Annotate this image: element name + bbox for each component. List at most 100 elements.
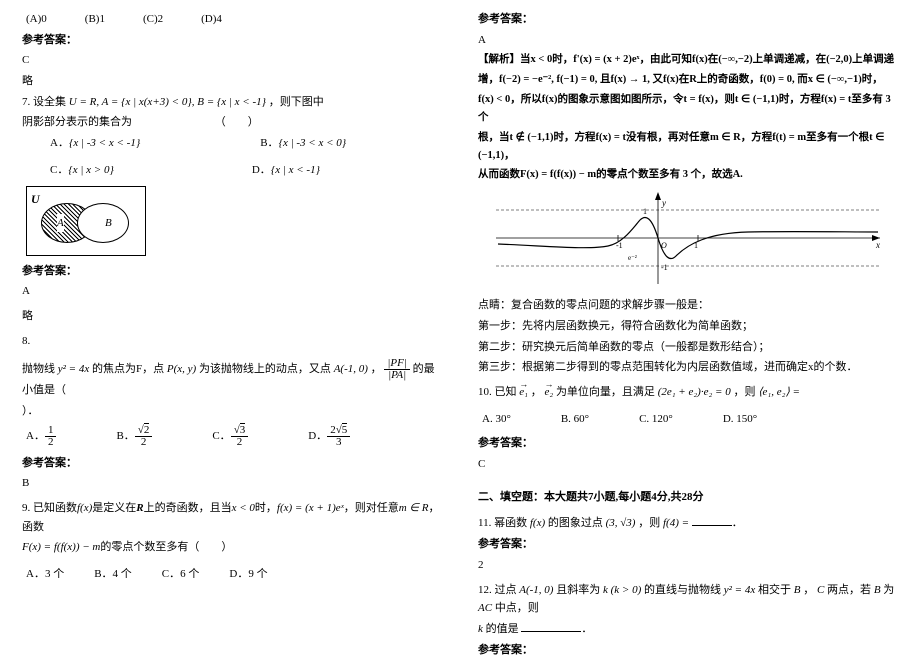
q7A-m: {x | -3 < x < -1} xyxy=(69,137,140,149)
q8Bn: √2 xyxy=(135,425,153,437)
q8-a: 抛物线 xyxy=(22,363,55,375)
svg-text:1: 1 xyxy=(643,207,647,216)
svg-text:x: x xyxy=(875,240,880,250)
q8A: A．12 xyxy=(26,425,56,448)
exp-l1: 【解析】当x < 0时，f'(x) = (x + 2)eˣ，由此可知f(x)在(… xyxy=(478,51,898,69)
q8Bd: 2 xyxy=(135,437,153,448)
venn-u: U xyxy=(31,189,40,209)
q10d: e₂ xyxy=(544,386,553,398)
ref-label-9: 参考答案： xyxy=(478,10,898,29)
q12-blank xyxy=(521,620,581,632)
exp-l2: 增，f(−2) = −e⁻², f(−1) = 0, 且f(x) → 1, 又f… xyxy=(478,71,898,89)
brief6: 略 xyxy=(22,72,442,91)
q8-b: y² = 4x xyxy=(58,363,90,375)
q12j: C xyxy=(817,584,824,596)
q12p: k xyxy=(478,623,483,635)
q12i: ， xyxy=(803,584,814,596)
q8Cnv: 3 xyxy=(240,423,246,436)
q11f: f(4) = xyxy=(663,517,689,529)
q10f: (2e₁ + e₂)·e₂ = 0 xyxy=(658,386,731,398)
q8-line: 抛物线 y² = 4x 的焦点为F，点 P(x, y) 为该抛物线上的动点，又点… xyxy=(22,358,442,400)
q10D: D. 150° xyxy=(723,410,757,429)
q10g: ，则 xyxy=(733,386,755,398)
q7-pre: 7. 设全集 xyxy=(22,96,66,108)
q9i: ，则对任意 xyxy=(344,502,399,514)
q10-line: 10. 已知 e₁ ， e₂ 为单位向量，且满足 (2e₁ + e₂)·e₂ =… xyxy=(478,383,898,402)
q11a: 11. 幂函数 xyxy=(478,517,527,529)
svg-text:-1: -1 xyxy=(616,241,623,250)
q7C-m: {x | x > 0} xyxy=(68,164,114,176)
labB: B． xyxy=(260,137,278,149)
q12-line1: 12. 过点 A(-1, 0) 且斜率为 k (k > 0) 的直线与抛物线 y… xyxy=(478,581,898,618)
q9-line1: 9. 已知函数f(x)是定义在R上的奇函数，且当x < 0时，f(x) = (x… xyxy=(22,499,442,536)
q8C: C．√32 xyxy=(212,425,248,448)
q7-math: U = R, A = {x | x(x+3) < 0}, B = {x | x … xyxy=(69,96,266,108)
exp-l4: 根，当t ∉ (−1,1)时，方程f(x) = t没有根，再对任意m ∈ R，方… xyxy=(478,129,898,165)
q9e: 上的奇函数，且当 xyxy=(144,502,232,514)
q11b: f(x) xyxy=(530,517,545,529)
exp-l5: 从而函数F(x) = f(f(x)) − m的零点个数至多有 3 个，故选A. xyxy=(478,166,898,184)
ans9: A xyxy=(478,31,898,50)
q8B: B．√22 xyxy=(116,425,152,448)
q9-line2: F(x) = f(f(x)) − m的零点个数至多有（ ） xyxy=(22,538,442,557)
tip2: 第一步：先将内层函数换元，得符合函数化为简单函数； xyxy=(478,317,898,336)
q7-row2: C．{x | x > 0} D．{x | x < -1} xyxy=(22,161,442,180)
q10C: C. 120° xyxy=(639,410,673,429)
q8-k: ）． xyxy=(22,402,442,421)
q12b: A(-1, 0) xyxy=(519,584,553,596)
tip3: 第二步：研究换元后简单函数的零点（一般都是数形结合）； xyxy=(478,338,898,357)
q10A: A. 30° xyxy=(482,410,511,429)
q9d: R xyxy=(136,502,143,514)
q10B: B. 60° xyxy=(561,410,589,429)
q12e: 的直线与抛物线 xyxy=(644,584,721,596)
q12a: 12. 过点 xyxy=(478,584,517,596)
svg-text:y: y xyxy=(661,198,666,208)
q8-f: A(-1, 0) xyxy=(334,363,368,375)
ref-label-10: 参考答案： xyxy=(478,434,898,453)
q12c: 且斜率为 xyxy=(556,584,600,596)
left-column: (A)0 (B)1 (C)2 (D)4 参考答案： C 略 7. 设全集 U =… xyxy=(14,8,460,643)
q8Bnv: 2 xyxy=(144,423,150,436)
q9l: F(x) = f(f(x)) − m xyxy=(22,541,100,553)
q12q: 的值是 xyxy=(486,623,519,635)
ans7: A xyxy=(22,282,442,301)
venn-b-label: B xyxy=(105,214,112,233)
brief7: 略 xyxy=(22,307,442,326)
ref-label-12: 参考答案： xyxy=(478,641,898,659)
q9-choices: A．3 个 B．4 个 C．6 个 D．9 个 xyxy=(22,565,442,584)
ref-label-11: 参考答案： xyxy=(478,535,898,554)
q11d: (3, √3) xyxy=(606,517,636,529)
ref-label-7: 参考答案： xyxy=(22,262,442,281)
q7-post: ，则下图中 xyxy=(269,96,324,108)
q10e: 为单位向量，且满足 xyxy=(556,386,655,398)
venn-diagram: U A B xyxy=(26,186,146,256)
section2-header: 二、填空题：本大题共7小题,每小题4分,共28分 xyxy=(478,488,898,507)
q9c: 是定义在 xyxy=(92,502,136,514)
q8Dm: 2 xyxy=(330,424,336,436)
q12n: AC xyxy=(478,602,492,614)
q8Dnv: 5 xyxy=(342,423,348,436)
q7B-m: {x | -3 < x < 0} xyxy=(279,137,347,149)
choice-b: (B)1 xyxy=(85,10,105,29)
q6-choices: (A)0 (B)1 (C)2 (D)4 xyxy=(22,10,442,29)
labC: C． xyxy=(50,164,68,176)
q12l: B xyxy=(874,584,881,596)
q10c: ， xyxy=(531,386,542,398)
q8-den1: |PA| xyxy=(384,370,410,381)
svg-text:e⁻²: e⁻² xyxy=(628,254,637,262)
q7-D: D．{x | x < -1} xyxy=(252,161,320,180)
labA: A． xyxy=(50,137,69,149)
q8Dd: 3 xyxy=(327,437,350,448)
q7-line1: 7. 设全集 U = R, A = {x | x(x+3) < 0}, B = … xyxy=(22,93,442,112)
q8Dn: 2√5 xyxy=(327,425,350,437)
q12h: B xyxy=(794,584,801,596)
svg-text:1: 1 xyxy=(694,241,698,250)
q10-choices: A. 30° B. 60° C. 120° D. 150° xyxy=(478,410,898,429)
q11e: ，则 xyxy=(638,517,660,529)
q7-B: B．{x | -3 < x < 0} xyxy=(260,134,346,153)
q9f: x < 0 xyxy=(232,502,255,514)
ref-label: 参考答案： xyxy=(22,31,442,50)
choice-d: (D)4 xyxy=(201,10,222,29)
q9a: 9. 已知函数 xyxy=(22,502,77,514)
q12o: 中点，则 xyxy=(495,602,539,614)
